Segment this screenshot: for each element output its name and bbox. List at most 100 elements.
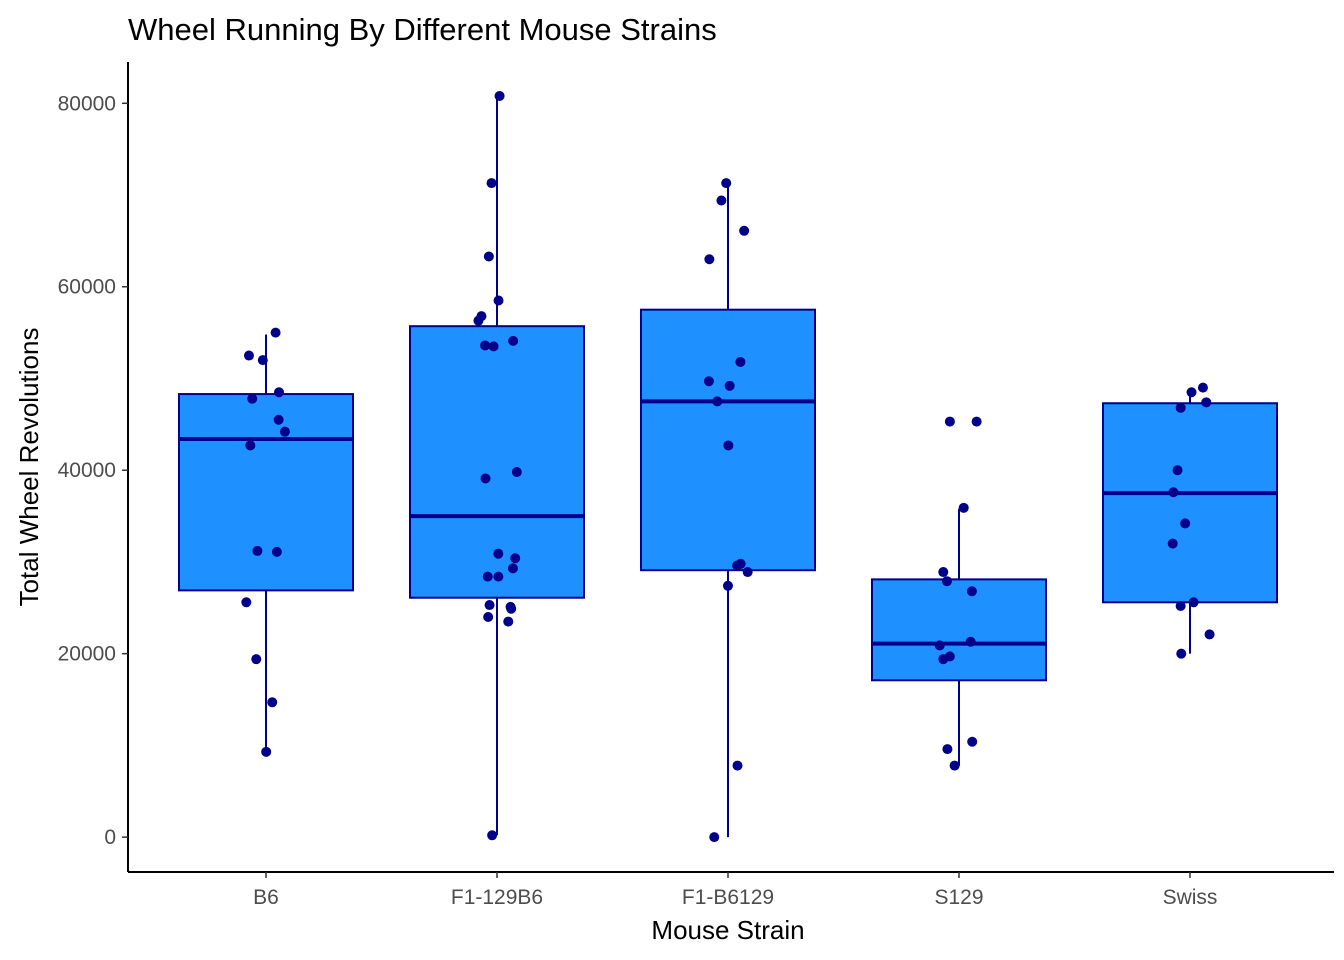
data-point (511, 467, 522, 478)
y-tick-label: 40000 (58, 459, 116, 482)
data-point (1175, 600, 1186, 611)
x-tick-label: S129 (934, 886, 983, 909)
data-point (493, 571, 504, 582)
points-f1-129b6 (473, 90, 522, 841)
data-point (735, 356, 746, 367)
data-point (261, 746, 272, 757)
x-axis-title: Mouse Strain (651, 915, 804, 945)
y-tick-label: 80000 (58, 92, 116, 115)
data-point (958, 502, 969, 513)
data-point (722, 580, 733, 591)
data-point (488, 341, 499, 352)
data-point (279, 426, 290, 437)
box-b6 (178, 334, 354, 752)
box-body (178, 393, 354, 592)
x-axis-ticks: B6 F1-129B6 F1-B6129 S129 Swiss (253, 872, 1217, 909)
data-point (1186, 387, 1197, 398)
data-point (944, 416, 955, 427)
chart-title: Wheel Running By Different Mouse Strains (128, 12, 717, 47)
data-point (934, 640, 945, 651)
data-point (739, 225, 750, 236)
x-tick-label: F1-B6129 (682, 886, 774, 909)
data-point (251, 654, 262, 665)
box-f1-b6129 (640, 184, 816, 838)
points-b6 (241, 327, 290, 757)
data-point (742, 567, 753, 578)
data-point (494, 90, 505, 101)
data-point (949, 760, 960, 771)
data-point (241, 597, 252, 608)
data-point (252, 545, 263, 556)
data-point (270, 327, 281, 338)
box-swiss (1102, 389, 1278, 654)
data-point (493, 548, 504, 559)
box-body (640, 308, 816, 572)
data-point (473, 315, 484, 326)
data-point (1172, 465, 1183, 476)
data-point (493, 295, 504, 306)
data-point (1180, 518, 1191, 529)
data-point (732, 560, 743, 571)
data-point (941, 576, 952, 587)
box-f1-129b6 (409, 96, 585, 836)
points-swiss (1167, 382, 1215, 659)
plot-area (178, 90, 1278, 843)
data-point (274, 387, 285, 398)
data-point (510, 553, 521, 564)
data-point (723, 440, 734, 451)
data-point (942, 744, 953, 755)
data-point (484, 600, 495, 611)
data-point (247, 393, 258, 404)
data-point (245, 440, 256, 451)
y-tick-label: 0 (104, 826, 116, 849)
points-f1-b6129 (703, 178, 753, 843)
y-tick-label: 20000 (58, 643, 116, 666)
y-axis-ticks: 0 20000 40000 60000 80000 (58, 92, 128, 849)
data-point (724, 380, 735, 391)
data-point (508, 335, 519, 346)
data-point (483, 611, 494, 622)
data-point (480, 473, 491, 484)
data-point (273, 414, 284, 425)
data-point (721, 178, 732, 189)
data-point (965, 636, 976, 647)
data-point (257, 355, 268, 366)
box-s129 (871, 508, 1047, 766)
data-point (1168, 487, 1179, 498)
data-point (1197, 382, 1208, 393)
x-tick-label: Swiss (1163, 886, 1218, 909)
data-point (267, 697, 278, 708)
y-axis-title: Total Wheel Revolutions (14, 328, 44, 607)
data-point (944, 651, 955, 662)
data-point (503, 616, 514, 627)
data-point (1175, 402, 1186, 413)
data-point (938, 567, 949, 578)
data-point (480, 340, 491, 351)
data-point (704, 254, 715, 265)
data-point (971, 416, 982, 427)
data-point (506, 603, 517, 614)
data-point (703, 376, 714, 387)
data-point (507, 563, 518, 574)
data-point (1204, 629, 1215, 640)
data-point (1167, 538, 1178, 549)
data-point (966, 586, 977, 597)
box-body (1102, 402, 1278, 604)
points-s129 (934, 416, 982, 771)
data-point (486, 178, 497, 189)
data-point (1188, 597, 1199, 608)
data-point (483, 251, 494, 262)
data-point (482, 571, 493, 582)
data-point (1201, 397, 1212, 408)
x-tick-label: B6 (253, 886, 279, 909)
data-point (487, 830, 498, 841)
box-body (871, 578, 1047, 682)
x-tick-label: F1-129B6 (451, 886, 543, 909)
data-point (243, 350, 254, 361)
y-tick-label: 60000 (58, 276, 116, 299)
data-point (271, 546, 282, 557)
data-point (732, 760, 743, 771)
data-point (709, 832, 720, 843)
data-point (716, 195, 727, 206)
